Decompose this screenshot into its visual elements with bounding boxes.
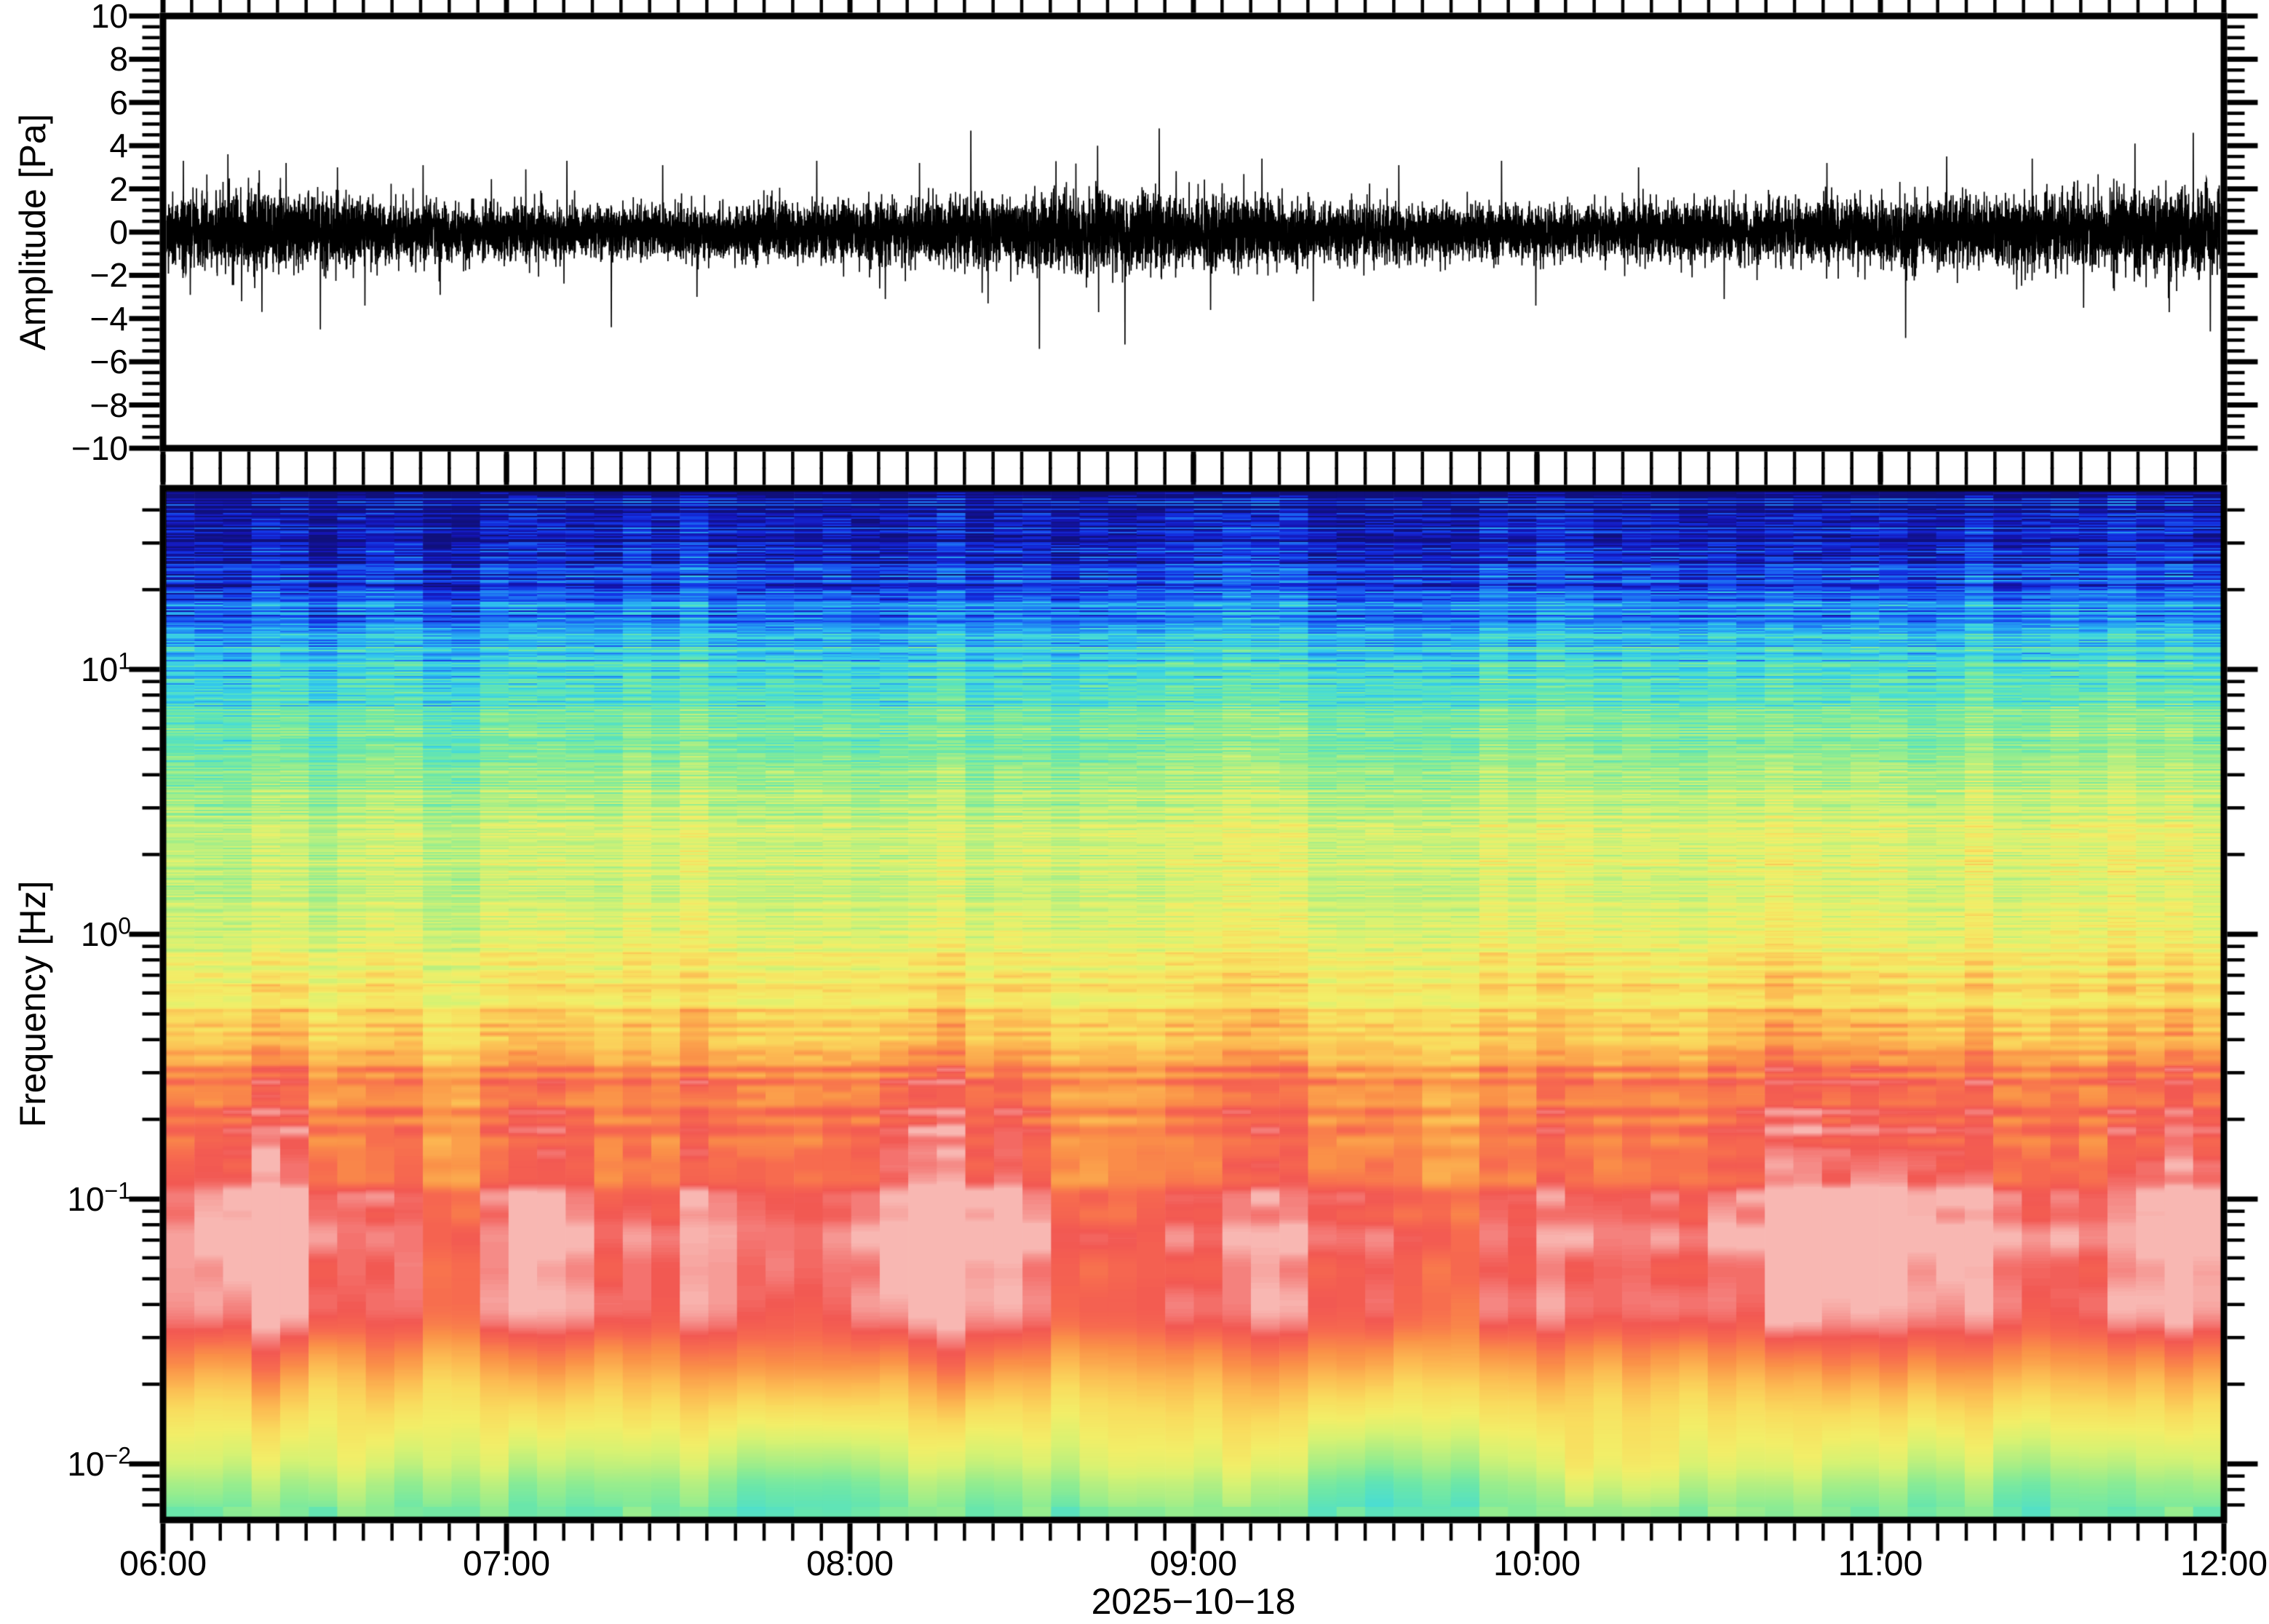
time-tick-label: 06:00 bbox=[119, 1545, 207, 1583]
amplitude-tick-label: 10 bbox=[90, 0, 128, 35]
amplitude-tick-label: −4 bbox=[90, 299, 128, 338]
frequency-tick-label: 10−2 bbox=[67, 1442, 131, 1483]
frequency-tick-label: 100 bbox=[81, 912, 131, 953]
time-tick-label: 11:00 bbox=[1837, 1545, 1923, 1583]
amplitude-tick-label: −8 bbox=[90, 386, 128, 424]
amplitude-tick-label: 2 bbox=[109, 170, 128, 208]
time-tick-label: 12:00 bbox=[2179, 1545, 2268, 1583]
time-tick-label: 09:00 bbox=[1149, 1545, 1238, 1583]
frequency-tick-label: 101 bbox=[81, 648, 131, 688]
amplitude-tick-label: −6 bbox=[90, 343, 128, 381]
amplitude-tick-label: 4 bbox=[109, 127, 128, 165]
time-tick-label: 07:00 bbox=[462, 1545, 551, 1583]
time-tick-label: 08:00 bbox=[806, 1545, 894, 1583]
amplitude-tick-label: −10 bbox=[71, 429, 128, 467]
amplitude-tick-label: 6 bbox=[109, 83, 128, 122]
amplitude-tick-label: 8 bbox=[109, 40, 128, 79]
amplitude-tick-label: −2 bbox=[90, 256, 128, 295]
amplitude-tick-label: 0 bbox=[109, 213, 128, 251]
time-tick-label: 10:00 bbox=[1493, 1545, 1581, 1583]
date-label: 2025−10−18 bbox=[1091, 1581, 1296, 1622]
frequency-tick-label: 10−1 bbox=[67, 1177, 131, 1218]
